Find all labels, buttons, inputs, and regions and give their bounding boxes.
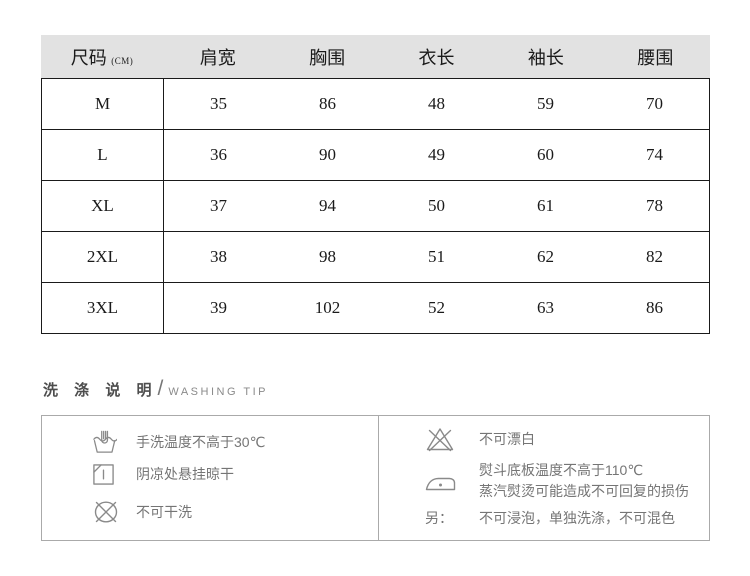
- value-cell: 59: [537, 94, 554, 113]
- value-cell: 39: [210, 298, 227, 317]
- table-row-xl: XL 37 94 50 61 78: [42, 180, 709, 231]
- value-cell: 74: [646, 145, 663, 164]
- size-chart-body: M 35 86 48 59 70 L 36 90 49 60 74 XL 37 …: [41, 78, 710, 334]
- washing-title-en: WASHING TIP: [168, 386, 268, 398]
- wash-instruction-text: 手洗温度不高于30℃: [136, 433, 266, 450]
- no-bleach-icon: [425, 426, 459, 452]
- value-cell: 94: [319, 196, 336, 215]
- size-cell: XL: [42, 181, 164, 231]
- value-cell: 61: [537, 196, 554, 215]
- washing-title-cn: 洗 涤 说 明: [43, 382, 158, 399]
- table-row-m: M 35 86 48 59 70: [42, 79, 709, 129]
- wash-item-drip-dry-shade: 阴凉处悬挂晾干: [92, 458, 378, 490]
- washing-instructions-box: 手洗温度不高于30℃ 阴凉处悬挂晾干: [41, 415, 710, 541]
- iron-low-temp-icon: [425, 471, 459, 491]
- value-cell: 102: [314, 298, 341, 317]
- washing-right-column: 不可漂白 熨斗底板温度不高于110℃ 蒸汽熨烫可能造成不可回复的损伤 另： 不可…: [379, 416, 709, 540]
- hand-wash-icon: [92, 430, 124, 454]
- table-row-l: L 36 90 49 60 74: [42, 129, 709, 180]
- size-cell: L: [42, 130, 164, 180]
- header-cell-shoulder: 肩宽: [199, 47, 236, 68]
- value-cell: 36: [210, 145, 227, 164]
- other-notes-prefix: 另：: [425, 510, 453, 526]
- header-cell-waist: 腰围: [637, 47, 674, 68]
- size-chart-table: 尺码 (CM) 肩宽 胸围 衣长 袖长 腰围 M 35 86 48 59 70 …: [41, 35, 710, 334]
- header-cell-size: 尺码 (CM): [41, 44, 163, 70]
- wash-item-hand-wash: 手洗温度不高于30℃: [92, 426, 378, 458]
- washing-section-title: 洗 涤 说 明 / WASHING TIP: [43, 377, 268, 401]
- size-cell: 3XL: [42, 283, 164, 333]
- size-cell: 2XL: [42, 232, 164, 282]
- no-dry-clean-icon: [92, 499, 124, 525]
- wash-item-other-notes: 另： 不可浸泡，单独洗涤，不可混色: [425, 506, 709, 530]
- value-cell: 62: [537, 247, 554, 266]
- table-row-3xl: 3XL 39 102 52 63 86: [42, 282, 709, 333]
- wash-item-no-dry-clean: 不可干洗: [92, 496, 378, 528]
- wash-item-no-bleach: 不可漂白: [425, 424, 709, 454]
- wash-instruction-text: 不可干洗: [136, 503, 192, 520]
- value-cell: 37: [210, 196, 227, 215]
- value-cell: 78: [646, 196, 663, 215]
- size-unit-label: (CM): [111, 55, 134, 66]
- value-cell: 50: [428, 196, 445, 215]
- title-slash-divider: /: [157, 377, 164, 400]
- value-cell: 63: [537, 298, 554, 317]
- wash-instruction-text: 阴凉处悬挂晾干: [136, 465, 234, 482]
- wash-instruction-text: 不可浸泡，单独洗涤，不可混色: [479, 509, 675, 526]
- size-cell: M: [42, 79, 164, 129]
- iron-text-line2: 蒸汽熨烫可能造成不可回复的损伤: [479, 483, 689, 499]
- value-cell: 82: [646, 247, 663, 266]
- value-cell: 35: [210, 94, 227, 113]
- header-cell-length: 衣长: [418, 47, 455, 68]
- value-cell: 48: [428, 94, 445, 113]
- value-cell: 49: [428, 145, 445, 164]
- header-cell-chest: 胸围: [309, 47, 346, 68]
- value-cell: 98: [319, 247, 336, 266]
- value-cell: 90: [319, 145, 336, 164]
- value-cell: 86: [646, 298, 663, 317]
- drip-dry-shade-icon: [92, 463, 124, 486]
- washing-left-column: 手洗温度不高于30℃ 阴凉处悬挂晾干: [42, 416, 379, 540]
- value-cell: 70: [646, 94, 663, 113]
- size-label: 尺码: [70, 47, 107, 68]
- wash-instruction-text: 熨斗底板温度不高于110℃ 蒸汽熨烫可能造成不可回复的损伤: [479, 460, 689, 502]
- iron-text-line1: 熨斗底板温度不高于110℃: [479, 462, 644, 478]
- value-cell: 38: [210, 247, 227, 266]
- wash-item-iron-low-temp: 熨斗底板温度不高于110℃ 蒸汽熨烫可能造成不可回复的损伤: [425, 460, 709, 502]
- table-row-2xl: 2XL 38 98 51 62 82: [42, 231, 709, 282]
- value-cell: 51: [428, 247, 445, 266]
- value-cell: 60: [537, 145, 554, 164]
- value-cell: 52: [428, 298, 445, 317]
- wash-instruction-text: 不可漂白: [479, 430, 535, 447]
- value-cell: 86: [319, 94, 336, 113]
- size-chart-header-row: 尺码 (CM) 肩宽 胸围 衣长 袖长 腰围: [41, 35, 710, 78]
- header-cell-sleeve: 袖长: [527, 47, 564, 68]
